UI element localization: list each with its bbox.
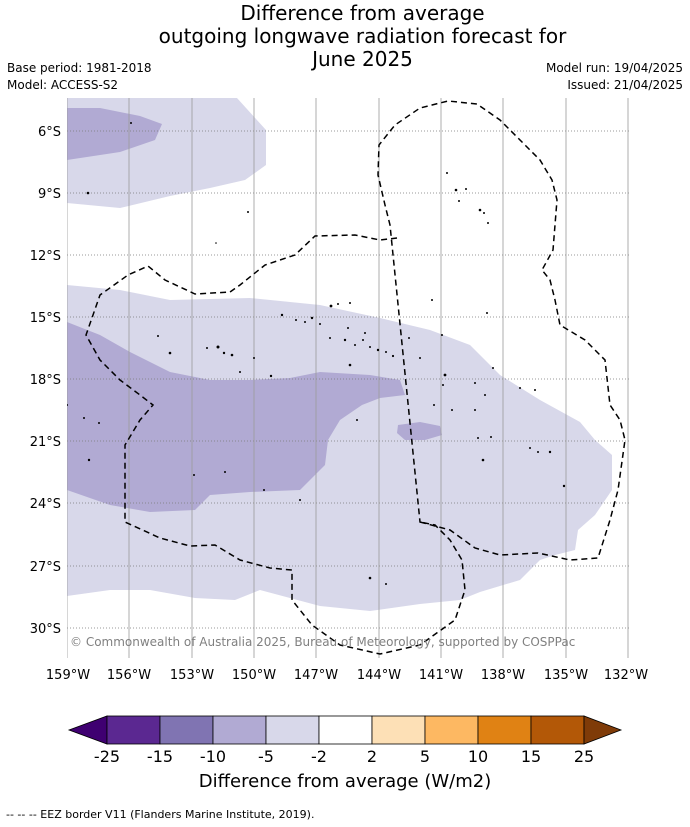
colorbar-tick-label: 25	[574, 747, 594, 766]
lon-label: 132°W	[604, 668, 648, 683]
colorbar-segment	[212, 715, 267, 745]
islands	[67, 122, 566, 585]
colorbar-segment	[371, 715, 426, 745]
lon-label: 135°W	[544, 668, 588, 683]
colorbar-title: Difference from average (W/m2)	[198, 771, 492, 792]
copyright-text: © Commonwealth of Australia 2025, Bureau…	[70, 635, 575, 649]
colorbar-segment	[477, 715, 532, 745]
title-line-2: outgoing longwave radiation forecast for	[158, 24, 567, 48]
model-run-label: Model run: 19/04/2025	[545, 61, 683, 75]
longitude-labels: 159°W 156°W 153°W 150°W 147°W 144°W 141°…	[46, 668, 648, 683]
gridlines	[67, 98, 630, 658]
lat-label: 21°S	[30, 435, 61, 450]
lat-label: 24°S	[30, 497, 61, 512]
lon-label: 147°W	[294, 668, 338, 683]
colorbar-tick-label: 15	[521, 747, 541, 766]
anomaly-area-medium-east	[397, 422, 442, 440]
eez-legend-note: -- -- -- EEZ border V11 (Flanders Marine…	[6, 808, 315, 821]
lon-label: 138°W	[481, 668, 525, 683]
base-period-label: Base period: 1981-2018	[7, 61, 152, 75]
model-label: Model: ACCESS-S2	[7, 78, 119, 92]
lat-label: 30°S	[30, 622, 61, 637]
issued-label: Issued: 21/04/2025	[567, 78, 683, 92]
lon-label: 144°W	[357, 668, 401, 683]
lat-label: 12°S	[30, 249, 61, 264]
anomaly-area-medium-north	[67, 108, 162, 160]
anomaly-area-light-south	[67, 285, 612, 611]
lon-label: 141°W	[419, 668, 463, 683]
title-line-3: June 2025	[312, 47, 413, 71]
colorbar-segment	[106, 715, 161, 745]
colorbar-segment	[159, 715, 214, 745]
lon-label: 159°W	[46, 668, 90, 683]
colorbar-segment	[318, 715, 373, 745]
colorbar-segment	[424, 715, 479, 745]
lat-label: 18°S	[30, 373, 61, 388]
colorbar-tick-label: 2	[367, 747, 377, 766]
colorbar-segment	[530, 715, 585, 745]
colorbar-tick-label: -10	[200, 747, 226, 766]
eez-border-north	[85, 100, 626, 655]
latitude-labels: 6°S 9°S 12°S 15°S 18°S 21°S 24°S 27°S 30…	[30, 125, 61, 637]
lon-label: 150°W	[232, 668, 276, 683]
colorbar-tick-label: -5	[258, 747, 274, 766]
eez-borders	[85, 100, 626, 655]
lat-label: 27°S	[30, 560, 61, 575]
colorbar-tick-label: 10	[468, 747, 488, 766]
colorbar-tick-label: 5	[420, 747, 430, 766]
lat-label: 15°S	[30, 311, 61, 326]
colorbar-extend-low	[67, 715, 108, 745]
colorbar-segment	[265, 715, 320, 745]
colorbar: -25 -15 -10 -5 -2 2 5 10 15 25	[67, 715, 623, 766]
lon-label: 156°W	[107, 668, 151, 683]
colorbar-tick-label: -15	[147, 747, 173, 766]
lat-label: 9°S	[38, 187, 61, 202]
map-plot-area	[67, 98, 630, 658]
lon-label: 153°W	[170, 668, 214, 683]
colorbar-extend-high	[583, 715, 623, 745]
colorbar-tick-label: -25	[94, 747, 120, 766]
colorbar-tick-label: -2	[311, 747, 327, 766]
lat-label: 6°S	[38, 125, 61, 140]
title-line-1: Difference from average	[240, 1, 485, 25]
anomaly-area-medium-south	[67, 322, 405, 512]
